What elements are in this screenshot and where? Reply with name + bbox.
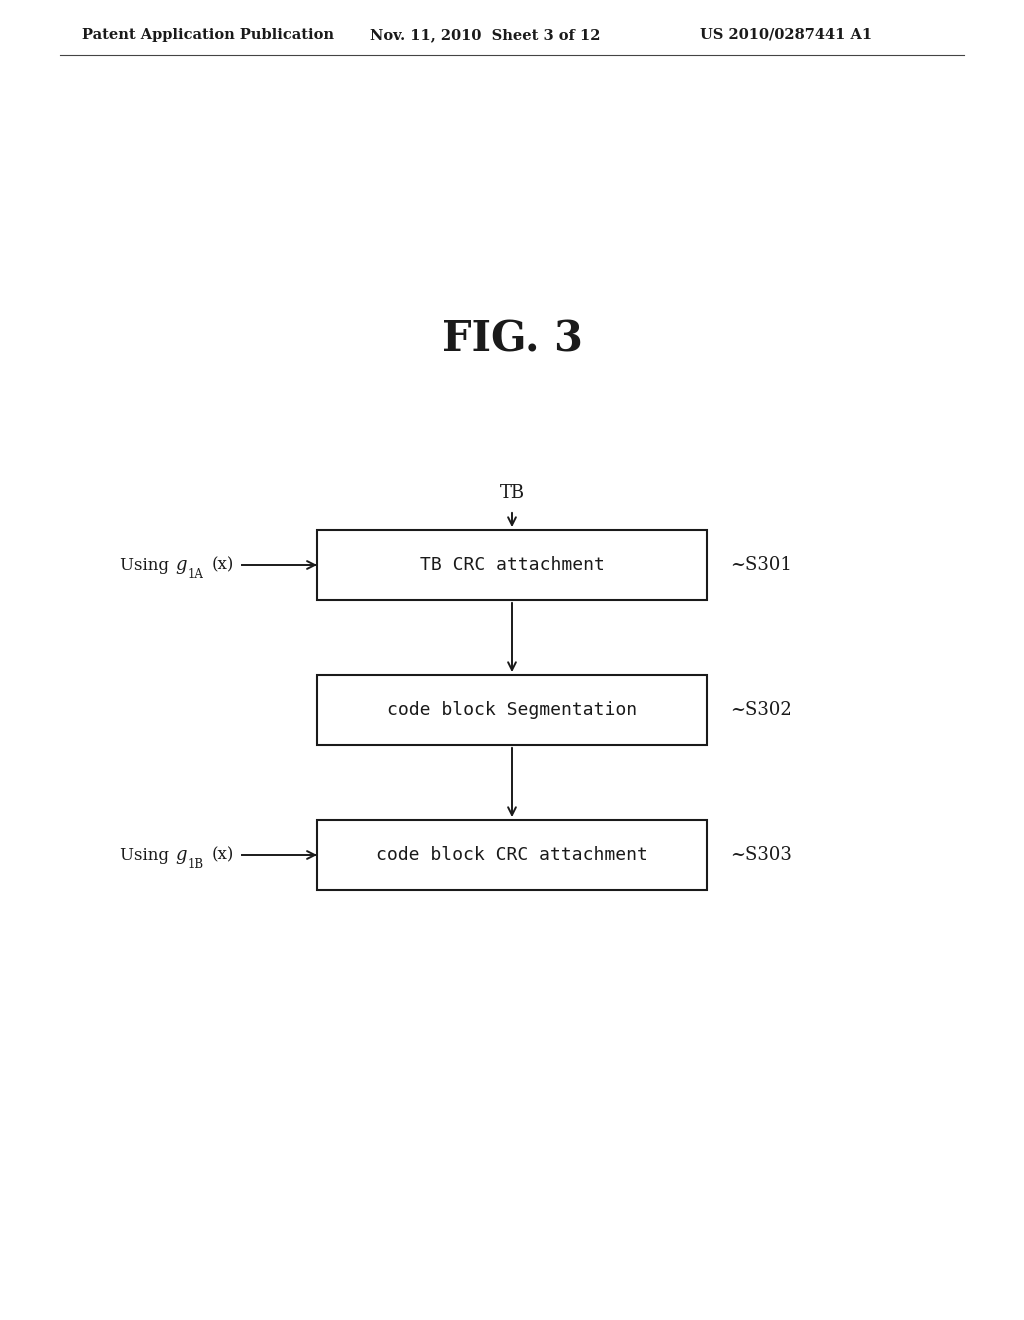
Text: code block Segmentation: code block Segmentation [387,701,637,719]
Text: Nov. 11, 2010  Sheet 3 of 12: Nov. 11, 2010 Sheet 3 of 12 [370,28,600,42]
Bar [317,820,707,890]
Text: 1B: 1B [188,858,204,871]
Bar [317,675,707,744]
Text: US 2010/0287441 A1: US 2010/0287441 A1 [700,28,872,42]
Bar [317,531,707,601]
Text: g: g [175,556,186,574]
Text: g: g [175,846,186,865]
Text: Patent Application Publication: Patent Application Publication [82,28,334,42]
Text: 1A: 1A [188,569,204,582]
Text: FIG. 3: FIG. 3 [441,319,583,360]
Text: TB: TB [500,484,524,502]
Text: TB CRC attachment: TB CRC attachment [420,556,604,574]
Text: ~S303: ~S303 [730,846,792,865]
Text: Using: Using [120,557,174,573]
Text: (x): (x) [212,557,234,573]
Text: (x): (x) [212,846,234,863]
Text: ~S301: ~S301 [730,556,792,574]
Text: code block CRC attachment: code block CRC attachment [376,846,648,865]
Text: ~S302: ~S302 [730,701,792,719]
Text: Using: Using [120,846,174,863]
